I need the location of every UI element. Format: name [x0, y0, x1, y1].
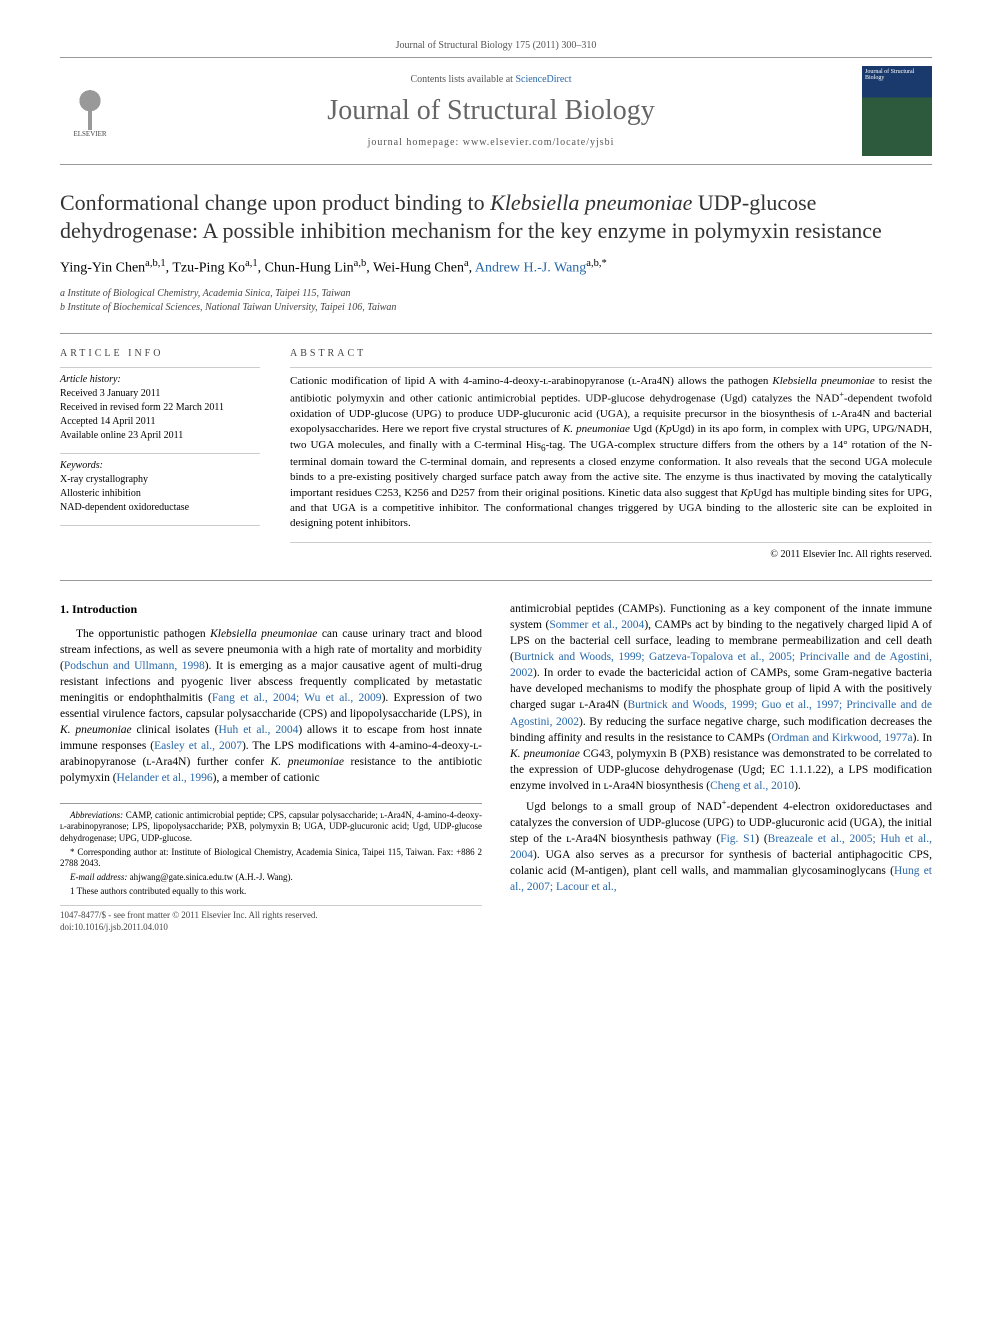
article-title: Conformational change upon product bindi…	[60, 189, 932, 244]
homepage-label: journal homepage:	[368, 137, 463, 148]
publisher-name: ELSEVIER	[73, 130, 106, 138]
contents-available-line: Contents lists available at ScienceDirec…	[120, 74, 862, 85]
keyword-1: X-ray crystallography	[60, 473, 260, 487]
history-heading: Article history:	[60, 374, 260, 385]
history-accepted: Accepted 14 April 2011	[60, 415, 260, 429]
abstract-column: ABSTRACT Cationic modification of lipid …	[290, 348, 932, 560]
contents-prefix: Contents lists available at	[410, 74, 515, 85]
history-received: Received 3 January 2011	[60, 387, 260, 401]
intro-para-2: antimicrobial peptides (CAMPs). Function…	[510, 601, 932, 794]
article-info-column: ARTICLE INFO Article history: Received 3…	[60, 348, 260, 560]
keyword-3: NAD-dependent oxidoreductase	[60, 501, 260, 515]
author-list: Ying-Yin Chena,b,1, Tzu-Ping Koa,1, Chun…	[60, 258, 932, 277]
footnote-corresponding: * Corresponding author at: Institute of …	[60, 847, 482, 870]
section-1-heading: 1. Introduction	[60, 601, 482, 618]
affiliation-b: b Institute of Biochemical Sciences, Nat…	[60, 301, 932, 315]
journal-reference: Journal of Structural Biology 175 (2011)…	[60, 40, 932, 51]
article-info-heading: ARTICLE INFO	[60, 348, 260, 359]
intro-para-3: Ugd belongs to a small group of NAD+-dep…	[510, 796, 932, 895]
sciencedirect-link[interactable]: ScienceDirect	[515, 74, 571, 85]
journal-homepage: journal homepage: www.elsevier.com/locat…	[120, 137, 862, 148]
keyword-2: Allosteric inhibition	[60, 487, 260, 501]
cover-label: Journal of Structural Biology	[865, 69, 914, 81]
footer-doi: doi:10.1016/j.jsb.2011.04.010	[60, 922, 482, 934]
footnote-email: E-mail address: ahjwang@gate.sinica.edu.…	[60, 872, 482, 884]
journal-cover-thumbnail: Journal of Structural Biology	[862, 66, 932, 156]
elsevier-tree-icon	[70, 85, 110, 130]
abstract-copyright: © 2011 Elsevier Inc. All rights reserved…	[290, 542, 932, 560]
footnote-abbreviations: Abbreviations: CAMP, cationic antimicrob…	[60, 810, 482, 845]
homepage-url[interactable]: www.elsevier.com/locate/yjsbi	[463, 137, 615, 148]
intro-para-1: The opportunistic pathogen Klebsiella pn…	[60, 626, 482, 787]
journal-header: ELSEVIER Contents lists available at Sci…	[60, 57, 932, 165]
keywords-heading: Keywords:	[60, 460, 260, 471]
footnotes: Abbreviations: CAMP, cationic antimicrob…	[60, 803, 482, 934]
footer-issn: 1047-8477/$ - see front matter © 2011 El…	[60, 910, 482, 922]
footnote-equal-contrib: 1 These authors contributed equally to t…	[60, 886, 482, 898]
affiliation-a: a Institute of Biological Chemistry, Aca…	[60, 287, 932, 301]
abstract-heading: ABSTRACT	[290, 348, 932, 359]
journal-title: Journal of Structural Biology	[120, 95, 862, 127]
affiliations: a Institute of Biological Chemistry, Aca…	[60, 287, 932, 315]
body-text: 1. Introduction The opportunistic pathog…	[60, 601, 932, 934]
history-online: Available online 23 April 2011	[60, 429, 260, 443]
elsevier-logo: ELSEVIER	[60, 76, 120, 146]
history-revised: Received in revised form 22 March 2011	[60, 401, 260, 415]
abstract-text: Cationic modification of lipid A with 4-…	[290, 374, 932, 532]
